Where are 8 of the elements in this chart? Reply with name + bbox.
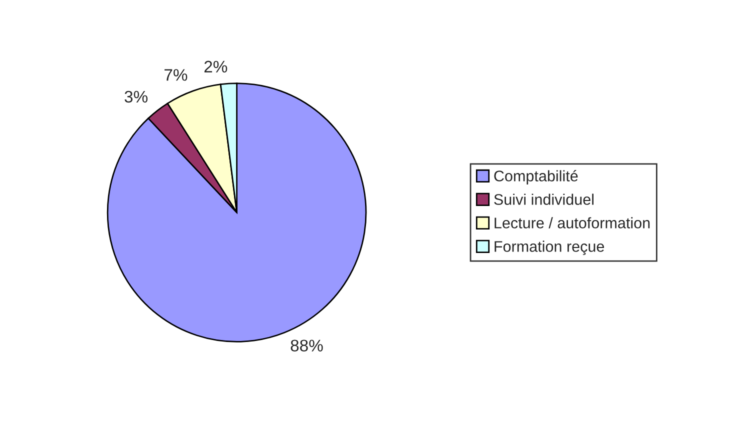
data-label: 2% (204, 60, 228, 72)
data-label: 7% (164, 69, 188, 81)
data-label: 88% (290, 340, 323, 352)
legend-label: Lecture / autoformation (494, 217, 650, 228)
legend-label: Formation reçue (494, 240, 604, 255)
legend-label: Comptabilité (494, 170, 578, 184)
data-label: 3% (124, 90, 148, 103)
legend-label: Suivi individuel (494, 194, 594, 205)
